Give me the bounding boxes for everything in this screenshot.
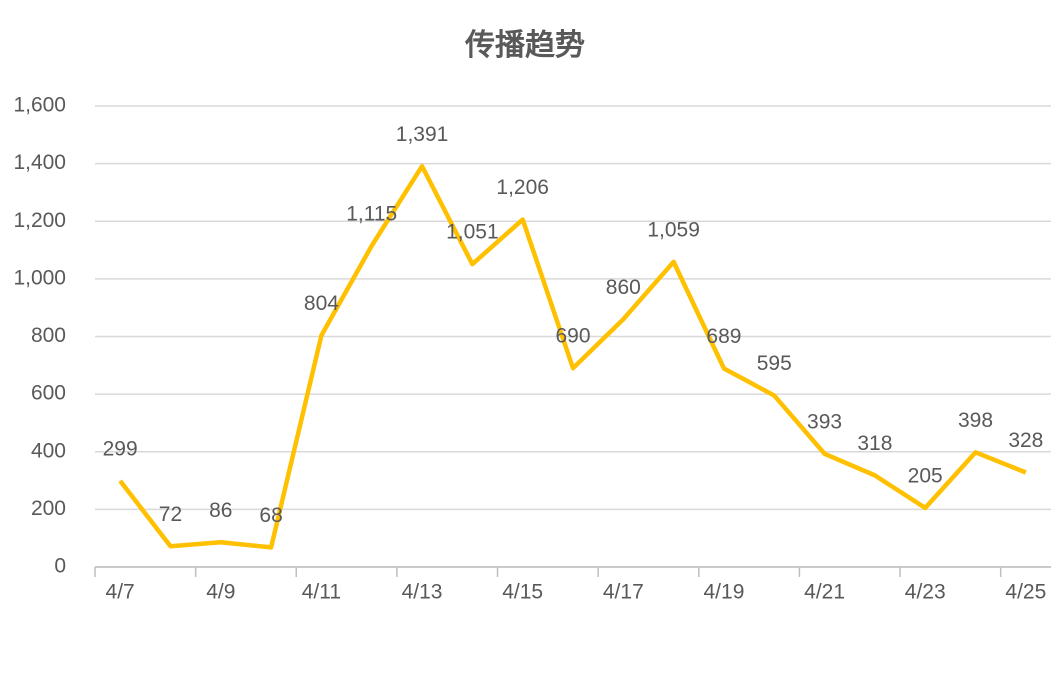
- y-tick-label: 600: [31, 382, 66, 405]
- data-label: 1,059: [647, 218, 700, 241]
- y-tick-label: 1,200: [13, 209, 66, 232]
- y-tick-label: 400: [31, 439, 66, 462]
- data-label: 318: [857, 432, 892, 455]
- y-tick-label: 0: [54, 555, 66, 578]
- x-tick-label: 4/9: [206, 581, 235, 604]
- x-tick-label: 4/19: [704, 581, 745, 604]
- x-tick-label: 4/25: [1005, 581, 1046, 604]
- x-tick-label: 4/17: [603, 581, 644, 604]
- y-tick-label: 1,000: [13, 266, 66, 289]
- chart-title: 传播趋势: [464, 29, 585, 62]
- data-line: [118, 163, 1027, 550]
- data-label: 1,391: [396, 123, 449, 146]
- data-label: 393: [807, 410, 842, 433]
- y-tick-label: 1,400: [13, 151, 66, 174]
- data-label: 398: [958, 409, 993, 432]
- data-label: 72: [159, 503, 182, 526]
- data-label: 690: [555, 325, 590, 348]
- data-label: 86: [209, 499, 232, 522]
- data-label: 328: [1008, 429, 1043, 452]
- data-label: 1,206: [496, 176, 549, 199]
- x-tick-label: 4/23: [905, 581, 946, 604]
- data-label: 1,115: [346, 202, 397, 225]
- data-label: 689: [706, 325, 741, 348]
- data-label: 595: [757, 352, 792, 375]
- x-tick-label: 4/21: [804, 581, 845, 604]
- y-tick-label: 200: [31, 497, 66, 520]
- data-label: 205: [908, 464, 943, 487]
- y-tick-label: 800: [31, 324, 66, 347]
- x-tick-label: 4/7: [106, 581, 135, 604]
- x-tick-label: 4/13: [402, 581, 443, 604]
- y-tick-label: 1,600: [13, 94, 66, 117]
- data-label: 804: [304, 292, 339, 315]
- data-label: 860: [606, 276, 641, 299]
- data-label: 68: [259, 504, 282, 527]
- x-tick-label: 4/11: [302, 581, 341, 604]
- data-label: 1,051: [446, 221, 499, 244]
- x-tick-label: 4/15: [502, 581, 543, 604]
- data-label: 299: [103, 437, 138, 460]
